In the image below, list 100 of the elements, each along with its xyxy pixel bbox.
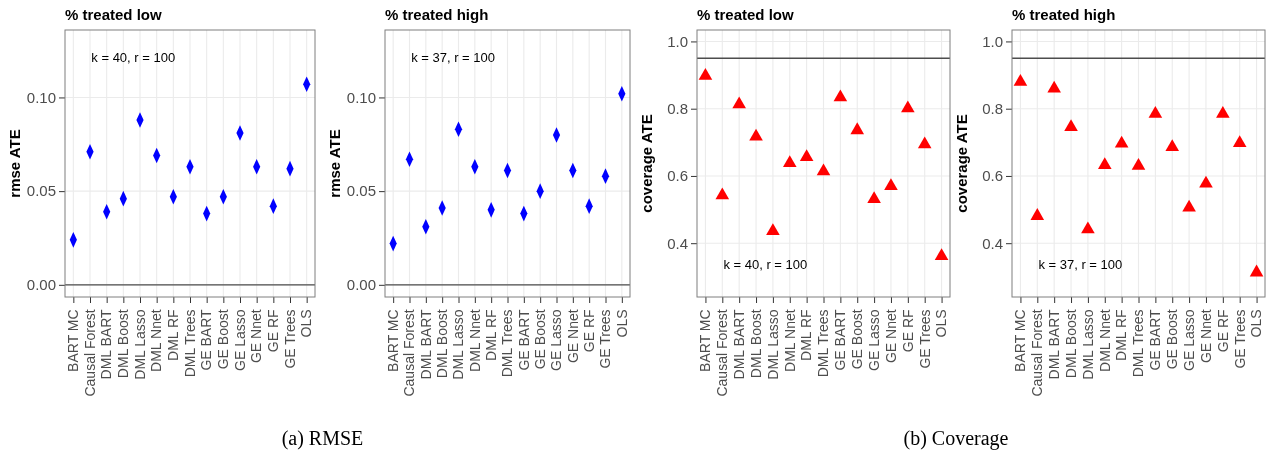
x-tick-label: GE Boost bbox=[1164, 309, 1181, 370]
text: (b) Coverage bbox=[903, 427, 1009, 450]
x-tick-label: GE Trees bbox=[281, 309, 298, 369]
point bbox=[766, 223, 780, 236]
point bbox=[1249, 264, 1264, 277]
x-tick-label: GE Nnet bbox=[882, 309, 899, 364]
x-tick-label: DML Nnet bbox=[148, 309, 165, 372]
x-tick-label: DML Lasso bbox=[1079, 309, 1096, 380]
x-tick-label: Causal Forest bbox=[714, 309, 731, 397]
x-tick-label: GE Nnet bbox=[564, 309, 581, 364]
point bbox=[1047, 80, 1061, 93]
point bbox=[867, 191, 881, 204]
y-axis-title: coverage ATE bbox=[638, 114, 655, 213]
x-tick-label: DML RF bbox=[165, 309, 182, 361]
x-tick-label: DML Boost bbox=[433, 309, 450, 379]
point bbox=[1013, 73, 1028, 86]
x-tick-label: DML Nnet bbox=[466, 309, 483, 372]
point bbox=[1232, 135, 1247, 147]
x-tick-label: BART MC bbox=[697, 309, 714, 372]
x-tick-label: DML Lasso bbox=[764, 309, 781, 380]
point bbox=[850, 122, 865, 135]
y-tick-label: 0.4 bbox=[982, 234, 1003, 252]
y-tick-label: 0.10 bbox=[26, 88, 56, 106]
y-tick-label: 0.4 bbox=[667, 234, 688, 252]
x-tick-label: DML Trees bbox=[815, 309, 832, 378]
x-tick-label: DML Trees bbox=[181, 309, 198, 378]
y-tick-label: 0.10 bbox=[346, 88, 376, 106]
x-tick-label: GE RF bbox=[1214, 309, 1231, 353]
point bbox=[1182, 199, 1196, 212]
point bbox=[1131, 158, 1146, 170]
x-tick-label: GE RF bbox=[580, 309, 597, 353]
y-tick-label: 0.00 bbox=[346, 276, 376, 294]
x-tick-label: GE RF bbox=[899, 309, 916, 353]
x-tick-label: GE Lasso bbox=[231, 309, 248, 371]
point bbox=[1199, 175, 1213, 188]
y-tick-label: 1.0 bbox=[667, 32, 688, 50]
point bbox=[749, 128, 763, 141]
point bbox=[917, 136, 932, 149]
x-tick-label: Causal Forest bbox=[1029, 309, 1046, 397]
point bbox=[833, 89, 848, 102]
annotation: k = 37, r = 100 bbox=[411, 50, 496, 65]
point bbox=[1030, 208, 1045, 220]
text: (a) RMSE bbox=[281, 427, 364, 450]
x-tick-label: Causal Forest bbox=[401, 309, 418, 397]
x-tick-label: DML Lasso bbox=[450, 309, 467, 380]
y-tick-label: 0.6 bbox=[982, 167, 1003, 185]
x-tick-label: BART MC bbox=[384, 309, 401, 372]
x-tick-label: GE Lasso bbox=[548, 309, 565, 371]
point bbox=[1216, 105, 1230, 118]
chart-title: % treated low bbox=[697, 6, 795, 23]
x-tick-label: GE Lasso bbox=[865, 309, 882, 371]
x-tick-label: OLS bbox=[613, 309, 630, 338]
x-tick-label: BART MC bbox=[65, 309, 82, 372]
point bbox=[1165, 139, 1180, 151]
x-tick-label: DML Nnet bbox=[1096, 309, 1113, 372]
x-tick-label: GE Trees bbox=[597, 309, 614, 369]
y-tick-label: 1.0 bbox=[982, 32, 1003, 50]
y-tick-label: 0.8 bbox=[982, 99, 1003, 117]
point bbox=[715, 187, 730, 200]
x-tick-label: DML RF bbox=[482, 309, 499, 361]
point bbox=[698, 67, 713, 80]
y-axis-title: rmse ATE bbox=[326, 129, 343, 198]
point bbox=[1148, 105, 1163, 118]
point bbox=[884, 178, 898, 190]
point bbox=[1064, 119, 1078, 132]
x-tick-label: GE Lasso bbox=[1180, 309, 1197, 371]
x-tick-label: GE RF bbox=[265, 309, 282, 353]
y-tick-label: 0.05 bbox=[26, 182, 56, 200]
point bbox=[782, 155, 797, 168]
y-tick-label: 0.6 bbox=[667, 167, 688, 185]
x-tick-label: GE Trees bbox=[1231, 309, 1248, 369]
x-tick-label: Causal Forest bbox=[81, 309, 98, 397]
x-tick-label: DML Trees bbox=[499, 309, 516, 378]
point bbox=[732, 96, 746, 109]
x-tick-label: DML RF bbox=[1113, 309, 1130, 361]
chart-title: % treated high bbox=[385, 6, 489, 23]
x-tick-label: DML Nnet bbox=[781, 309, 798, 372]
y-axis-title: rmse ATE bbox=[6, 129, 23, 198]
point bbox=[901, 100, 915, 113]
x-tick-label: GE BART bbox=[832, 308, 849, 371]
y-tick-label: 0.8 bbox=[667, 99, 688, 117]
x-tick-label: DML RF bbox=[798, 309, 815, 361]
x-tick-label: DML Boost bbox=[747, 309, 764, 379]
annotation: k = 37, r = 100 bbox=[1038, 257, 1123, 272]
point bbox=[816, 163, 831, 176]
x-tick-label: OLS bbox=[933, 309, 950, 338]
x-tick-label: DML BART bbox=[98, 308, 115, 380]
x-tick-label: GE BART bbox=[1147, 308, 1164, 371]
point bbox=[1097, 157, 1112, 170]
chart-title: % treated low bbox=[65, 6, 163, 23]
x-tick-label: GE BART bbox=[515, 308, 532, 371]
x-tick-label: BART MC bbox=[1012, 309, 1029, 372]
x-tick-label: GE Nnet bbox=[1197, 309, 1214, 364]
y-tick-label: 0.00 bbox=[26, 276, 56, 294]
x-tick-label: GE Nnet bbox=[248, 309, 265, 364]
x-tick-label: DML BART bbox=[417, 308, 434, 380]
x-tick-label: DML BART bbox=[730, 308, 747, 380]
chart-title: % treated high bbox=[1012, 6, 1116, 23]
y-axis-title: coverage ATE bbox=[953, 114, 970, 213]
x-tick-label: GE Boost bbox=[849, 309, 866, 370]
